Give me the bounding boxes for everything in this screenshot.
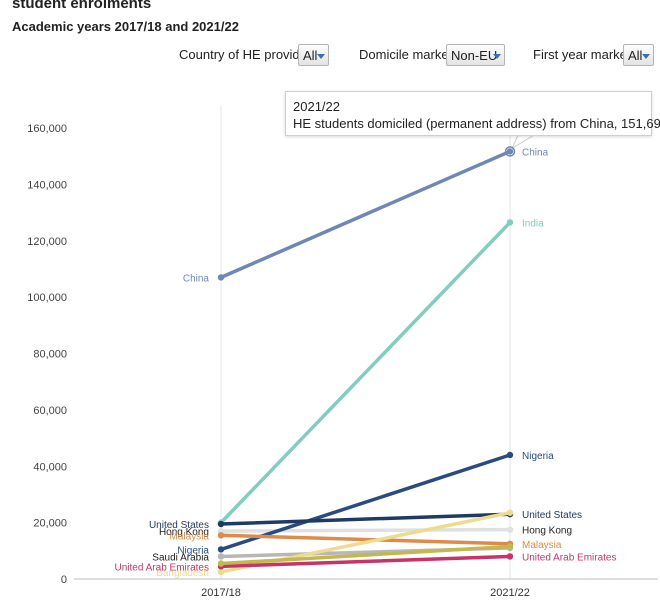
series-point-malaysia-2017-18: [217, 532, 225, 539]
first-year-marker-select[interactable]: All: [623, 44, 654, 66]
series-point-bangladesh-2021-22: [506, 509, 514, 516]
series-point-united-arab-emirates-2021-22: [506, 553, 514, 560]
series-label-left-saudi-arabia: Saudi Arabia: [152, 552, 209, 563]
page-title: student enrolments: [12, 0, 152, 12]
series-label-right-china: China: [522, 147, 549, 158]
y-tick-label: 40,000: [33, 461, 67, 473]
filter-label-domicile-marker: Domicile marker: [359, 47, 453, 62]
series-line-hong-kong: [219, 527, 512, 533]
tooltip-pointer: [510, 134, 536, 150]
series-label-right-united-states: United States: [522, 510, 582, 521]
series-label-left-bangladesh: Bangladesh: [156, 568, 209, 579]
series-line-united-states: [219, 512, 512, 526]
series-label-right-india: India: [522, 218, 544, 229]
country-of-he-provider-value: All: [303, 48, 318, 63]
series-label-left-nigeria: Nigeria: [177, 545, 209, 556]
series-label-left-malaysia: Malaysia: [170, 531, 210, 542]
series-point-pakistan-2021-22: [506, 543, 514, 550]
y-tick-label: 140,000: [27, 179, 67, 191]
series-point-nigeria-2017-18: [217, 546, 225, 553]
series-line-nigeria: [219, 453, 512, 552]
series-label-right-united-arab-emirates: United Arab Emirates: [522, 552, 617, 563]
series-point-china-2017-18: [217, 274, 225, 281]
y-tick-label: 120,000: [27, 236, 67, 248]
x-tick-label: 2021/22: [490, 587, 530, 599]
series-label-right-hong-kong: Hong Kong: [522, 526, 572, 537]
y-tick-label: 0: [61, 574, 67, 586]
domicile-marker-select[interactable]: Non-EU: [446, 44, 505, 66]
highlighted-point: [504, 146, 516, 157]
series-line-china: [219, 149, 512, 280]
series-point-hong-kong-2021-22: [506, 526, 514, 533]
series-label-right-nigeria: Nigeria: [522, 451, 554, 462]
series-point-saudi-arabia-2017-18: [217, 553, 225, 560]
y-tick-label: 20,000: [33, 518, 67, 530]
tooltip-year: 2021/22: [293, 99, 340, 114]
tooltip-text: HE students domiciled (permanent address…: [293, 116, 660, 131]
series-label-left-united-arab-emirates: United Arab Emirates: [115, 562, 210, 573]
x-tick-label: 2017/18: [201, 587, 241, 599]
domicile-marker-value: Non-EU: [451, 48, 498, 63]
series-point-united-states-2017-18: [217, 520, 225, 528]
y-tick-label: 80,000: [33, 349, 67, 361]
page-subtitle: Academic years 2017/18 and 2021/22: [12, 19, 239, 34]
chevron-down-icon: [317, 54, 325, 59]
series-line-united-arab-emirates: [219, 554, 512, 569]
series-line-india: [219, 220, 512, 525]
chart-tooltip: 2021/22 HE students domiciled (permanent…: [285, 91, 660, 136]
country-of-he-provider-select[interactable]: All: [298, 44, 329, 66]
y-tick-label: 160,000: [27, 123, 67, 135]
series-label-left-united-states: United States: [149, 520, 209, 531]
series-line-malaysia: [219, 533, 512, 546]
series-label-left-china: China: [183, 273, 210, 284]
series-point-india-2021-22: [506, 219, 514, 226]
chevron-down-icon: [493, 54, 501, 59]
series-point-china-2021-22: [506, 148, 514, 155]
series-point-nigeria-2021-22: [506, 451, 514, 459]
chevron-down-icon: [642, 54, 650, 59]
y-tick-label: 60,000: [33, 405, 67, 417]
series-label-left-hong-kong: Hong Kong: [159, 527, 209, 538]
series-point-pakistan-2017-18: [217, 560, 225, 567]
series-point-bangladesh-2017-18: [217, 568, 225, 576]
series-label-right-malaysia: Malaysia: [522, 540, 562, 551]
y-tick-label: 100,000: [27, 292, 67, 304]
filter-label-first-year-marker: First year marker: [533, 47, 632, 62]
first-year-marker-value: All: [628, 48, 643, 63]
filter-label-country-of-he-provider: Country of HE provider: [179, 47, 312, 62]
series-line-pakistan: [219, 544, 512, 566]
